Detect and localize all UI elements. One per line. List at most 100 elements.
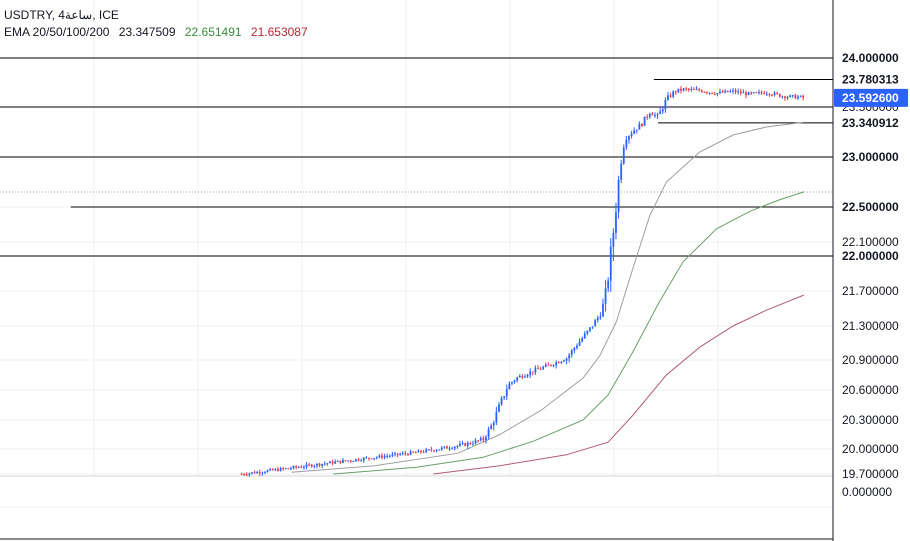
candle-body — [768, 93, 771, 95]
candle-body — [524, 376, 526, 378]
candle-body — [693, 88, 695, 90]
candle-body — [274, 469, 277, 471]
candle-body — [534, 368, 537, 373]
candle-body — [417, 450, 420, 453]
candle-body — [352, 461, 355, 463]
candle-body — [344, 460, 347, 462]
candle-body — [667, 95, 669, 100]
candle-body — [612, 232, 615, 247]
candle-body — [258, 471, 261, 474]
candle-body — [305, 464, 308, 467]
candle-body — [747, 92, 750, 96]
candle-body — [560, 361, 563, 363]
price-axis[interactable]: 19.700000 20.000000 20.300000 20.600000 20.9… — [832, 0, 910, 541]
candle-body — [391, 454, 394, 456]
candle-body — [648, 113, 651, 118]
candle-body — [482, 438, 485, 440]
candle-body — [628, 136, 630, 140]
candle-body — [758, 91, 760, 93]
candle-body — [279, 468, 282, 471]
candle-body — [360, 460, 363, 462]
candle-body — [396, 453, 399, 455]
candle-body — [253, 472, 256, 474]
candle-body — [680, 88, 682, 91]
candle-body — [323, 463, 326, 465]
price-tick-label-zero: 0.000000 — [842, 485, 892, 499]
candle-body — [243, 474, 246, 476]
candle-body — [721, 91, 724, 93]
candle-body — [737, 91, 740, 93]
candle-body — [394, 453, 396, 455]
candle-body — [773, 92, 776, 96]
candle-body — [521, 375, 524, 378]
candle-body — [550, 364, 552, 366]
candle-body — [498, 404, 500, 412]
price-tick-label: 20.600000 — [842, 383, 899, 397]
ema-label: EMA 20/50/100/200 — [4, 25, 110, 39]
candle-body — [763, 92, 766, 94]
candle-body — [292, 466, 295, 469]
candle-body — [342, 460, 344, 463]
candle-body — [401, 453, 404, 455]
candle-body — [599, 316, 602, 318]
candle-body — [495, 411, 498, 423]
candle-body — [633, 130, 636, 134]
candle-body — [565, 358, 568, 361]
candle-body — [594, 320, 597, 327]
candle-body — [622, 147, 625, 164]
candle-body — [708, 92, 711, 94]
candle-body — [464, 443, 467, 446]
candle-body — [734, 90, 737, 93]
candle-body — [355, 459, 357, 462]
candle-body — [326, 463, 329, 465]
level-label: 23.000000 — [834, 149, 909, 165]
candle-body — [583, 333, 586, 339]
chart-grid — [0, 0, 833, 540]
candle-body — [563, 360, 565, 362]
candle-body — [789, 95, 792, 97]
candle-body — [339, 460, 342, 463]
candle-body — [485, 436, 487, 440]
candle-body — [669, 95, 672, 97]
candle-body — [266, 470, 269, 473]
candle-body — [466, 442, 469, 446]
candle-body — [700, 90, 703, 92]
candle-body — [703, 91, 706, 93]
candle-body — [453, 446, 456, 449]
candle-body — [321, 463, 324, 466]
candle-body — [412, 451, 415, 453]
level-label: 23.340912 — [834, 114, 909, 131]
candle-body — [316, 463, 318, 466]
candle-body — [732, 90, 734, 92]
candle-body — [399, 454, 402, 456]
candle-body — [373, 458, 376, 460]
candle-body — [331, 461, 334, 464]
candle-body — [797, 96, 799, 99]
price-tick-label: 21.700000 — [842, 284, 899, 298]
ema-legend: EMA 20/50/100/200 23.347509 22.651491 21… — [4, 24, 308, 41]
candle-body — [786, 96, 789, 99]
candle-body — [729, 91, 732, 93]
ema-50-value: 22.651491 — [184, 25, 242, 39]
candle-body — [568, 354, 571, 359]
ema-100-value: 21.653087 — [250, 25, 308, 39]
price-tick-label: 22.100000 — [842, 235, 899, 249]
candle-body — [347, 460, 350, 462]
level-label-bg — [834, 114, 909, 131]
candle-body — [456, 445, 459, 447]
horizontal-levels — [0, 57, 833, 257]
candle-body — [630, 133, 633, 137]
candle-body — [518, 375, 521, 378]
candle-body — [687, 88, 690, 90]
candle-body — [742, 92, 745, 94]
candle-body — [386, 455, 389, 457]
candle-body — [334, 461, 337, 464]
candle-body — [791, 95, 794, 97]
candle-body — [459, 443, 461, 446]
candle-body — [690, 88, 693, 90]
candle-body — [446, 446, 448, 449]
candle-body — [609, 246, 612, 281]
candle-body — [378, 455, 381, 458]
